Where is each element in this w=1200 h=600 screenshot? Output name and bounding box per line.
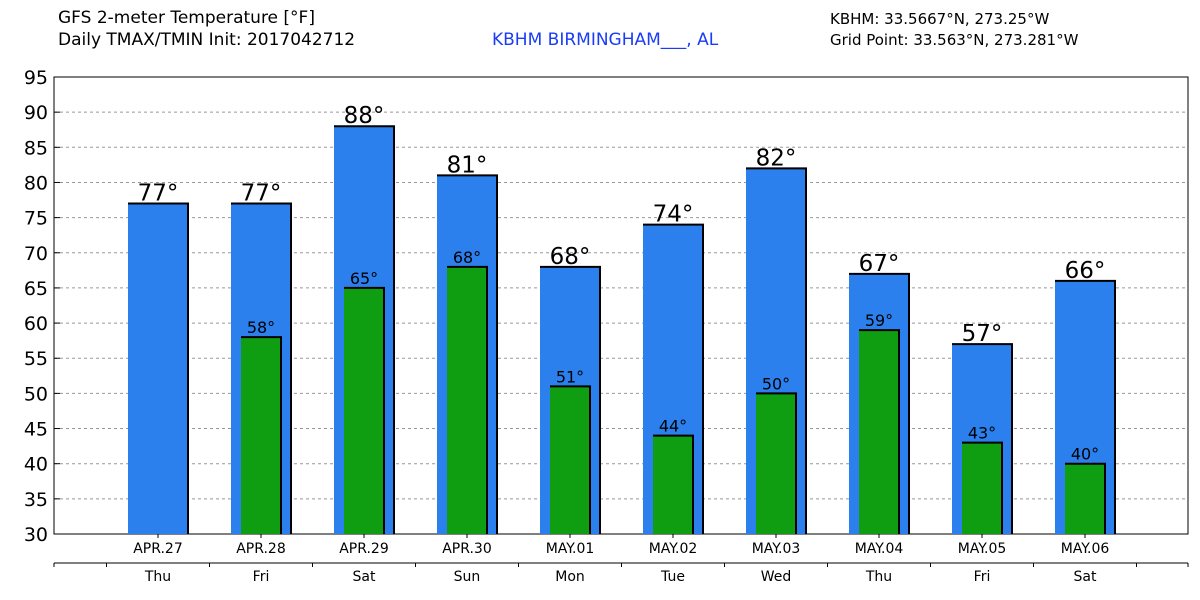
tmax-label: 68°: [550, 244, 591, 270]
chart-title: GFS 2-meter Temperature [°F]: [58, 8, 315, 28]
tmin-bar: [1065, 463, 1105, 534]
tmax-bar-edge: [231, 202, 292, 534]
tmax-bar: [128, 203, 188, 535]
tmax-label: 81°: [447, 152, 488, 178]
y-tick-label: 35: [24, 489, 48, 511]
tmin-label: 44°: [659, 417, 687, 436]
y-tick-label: 70: [24, 243, 48, 265]
tmin-bar: [344, 287, 384, 534]
x-date-label: MAY.02: [649, 541, 698, 557]
tmin-bar: [756, 393, 796, 534]
tmin-bar-edge: [241, 336, 282, 534]
tmin-bar: [653, 435, 693, 534]
tmin-bar-edge: [653, 434, 694, 534]
tmin-label: 68°: [453, 248, 481, 267]
x-date-label: MAY.06: [1061, 541, 1110, 557]
tmax-label: 88°: [344, 103, 385, 129]
x-date-label: MAY.04: [855, 541, 904, 557]
x-weekday-label: Thu: [865, 569, 892, 585]
y-tick-label: 60: [24, 313, 48, 335]
x-weekday-label: Tue: [660, 569, 685, 585]
x-date-label: APR.28: [236, 541, 286, 557]
x-date-label: MAY.01: [546, 541, 595, 557]
tmax-label: 74°: [653, 202, 694, 228]
tmin-label: 40°: [1071, 445, 1099, 464]
station-name: KBHM BIRMINGHAM___, AL: [492, 30, 719, 50]
tmax-bar-edge: [128, 202, 189, 534]
tmin-label: 58°: [247, 318, 275, 337]
tmax-label: 67°: [859, 251, 900, 277]
tmax-bar-edge: [437, 174, 498, 534]
x-weekday-label: Wed: [761, 569, 792, 585]
tmax-bar-edge: [643, 223, 704, 534]
tmin-label: 65°: [350, 269, 378, 288]
y-tick-label: 90: [24, 102, 48, 124]
y-tick-label: 75: [24, 208, 48, 230]
station-coordinates: KBHM: 33.5667°N, 273.25°W: [830, 10, 1050, 28]
tmin-bar-edge: [859, 329, 900, 534]
tmin-bar: [859, 330, 899, 534]
y-tick-label: 45: [24, 419, 48, 441]
tmin-bar-edge: [447, 265, 488, 534]
tmax-label: 77°: [241, 181, 282, 207]
tmin-bar: [447, 266, 487, 534]
tmax-bar-edge: [334, 125, 395, 534]
tmin-bar-edge: [756, 392, 797, 534]
tmax-label: 66°: [1065, 258, 1106, 284]
tmin-label: 43°: [968, 424, 996, 443]
y-tick-label: 30: [24, 524, 48, 546]
tmin-bar-edge: [344, 286, 385, 534]
tmax-label: 57°: [962, 321, 1003, 347]
tmin-bar: [550, 386, 590, 534]
y-tick-label: 40: [24, 454, 48, 476]
tmin-label: 50°: [762, 374, 790, 393]
x-weekday-label: Fri: [253, 569, 270, 585]
grid-point-coordinates: Grid Point: 33.563°N, 273.281°W: [830, 31, 1079, 49]
x-weekday-label: Sun: [454, 569, 481, 585]
chart-subtitle: Daily TMAX/TMIN Init: 2017042712: [58, 30, 356, 50]
tmin-bar: [241, 337, 281, 534]
tmin-label: 51°: [556, 367, 584, 386]
x-date-label: MAY.05: [958, 541, 1007, 557]
plot-area: [53, 76, 1189, 535]
x-weekday-label: Sat: [1074, 569, 1097, 585]
tmin-bar-edge: [550, 385, 591, 534]
x-date-label: APR.30: [442, 541, 492, 557]
x-weekday-label: Fri: [974, 569, 991, 585]
tmax-bar-edge: [952, 343, 1013, 534]
tmax-label: 82°: [756, 145, 797, 171]
tmax-bar-edge: [746, 167, 807, 534]
tmin-bar: [962, 442, 1002, 534]
x-date-label: APR.29: [339, 541, 389, 557]
x-weekday-label: Sat: [353, 569, 376, 585]
x-weekday-label: Thu: [144, 569, 171, 585]
y-tick-label: 65: [24, 278, 48, 300]
y-tick-label: 55: [24, 348, 48, 370]
y-tick-label: 80: [24, 172, 48, 194]
tmin-bar-edge: [1065, 462, 1106, 534]
x-date-label: MAY.03: [752, 541, 801, 557]
tmin-label: 59°: [865, 311, 893, 330]
tmax-bar-edge: [540, 265, 601, 534]
tmax-bar-edge: [1055, 279, 1116, 534]
tmax-bar-edge: [849, 272, 910, 534]
y-tick-label: 50: [24, 383, 48, 405]
x-date-label: APR.27: [133, 541, 183, 557]
tmin-bar-edge: [962, 441, 1003, 534]
y-tick-label: 85: [24, 137, 48, 159]
x-weekday-label: Mon: [555, 569, 585, 585]
y-tick-label: 95: [24, 67, 48, 89]
tmax-label: 77°: [138, 181, 179, 207]
